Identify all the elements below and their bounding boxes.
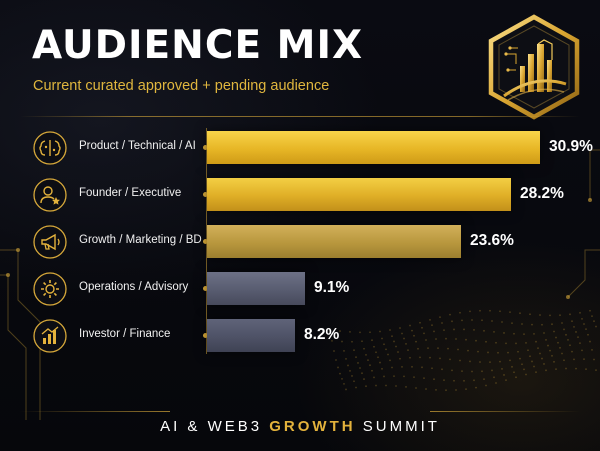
bar	[207, 178, 511, 211]
bar	[207, 131, 540, 164]
category-row: Founder / Executive	[0, 175, 208, 215]
chart-title: AUDIENCE MIX	[32, 23, 364, 68]
axis-tick-dot	[203, 192, 208, 197]
event-name: AI & WEB3 GROWTH SUMMIT	[0, 418, 600, 435]
value-label: 8.2%	[304, 326, 340, 343]
event-name-accent: GROWTH	[269, 418, 356, 435]
value-label: 28.2%	[520, 185, 564, 202]
axis-tick-dot	[203, 286, 208, 291]
category-label: Founder / Executive	[79, 187, 182, 199]
event-name-part1: AI & WEB3	[160, 418, 270, 435]
category-row: Product / Technical / AI	[0, 128, 208, 168]
category-row: Investor / Finance	[0, 316, 208, 356]
category-label: Product / Technical / AI	[79, 140, 196, 152]
bar	[207, 225, 461, 258]
chart-subtitle: Current curated approved + pending audie…	[33, 78, 330, 94]
summit-logo	[488, 14, 580, 120]
value-label: 23.6%	[470, 232, 514, 249]
event-name-part2: SUMMIT	[355, 418, 440, 435]
bar	[207, 272, 305, 305]
value-label: 30.9%	[549, 138, 593, 155]
category-label: Operations / Advisory	[79, 281, 189, 293]
bar-growth-icon	[33, 319, 67, 353]
category-label: Investor / Finance	[79, 328, 171, 340]
brain-chip-icon	[33, 131, 67, 165]
megaphone-icon	[33, 225, 67, 259]
person-star-icon	[33, 178, 67, 212]
axis-tick-dot	[203, 239, 208, 244]
axis-tick-dot	[203, 145, 208, 150]
axis-tick-dot	[203, 333, 208, 338]
gear-icon	[33, 272, 67, 306]
bar	[207, 319, 295, 352]
footer-rule-left	[20, 411, 170, 412]
value-label: 9.1%	[314, 279, 350, 296]
category-row: Operations / Advisory	[0, 269, 208, 309]
footer-rule-right	[430, 411, 580, 412]
header-divider	[20, 116, 580, 117]
category-row: Growth / Marketing / BD	[0, 222, 208, 262]
category-label: Growth / Marketing / BD	[79, 234, 202, 246]
